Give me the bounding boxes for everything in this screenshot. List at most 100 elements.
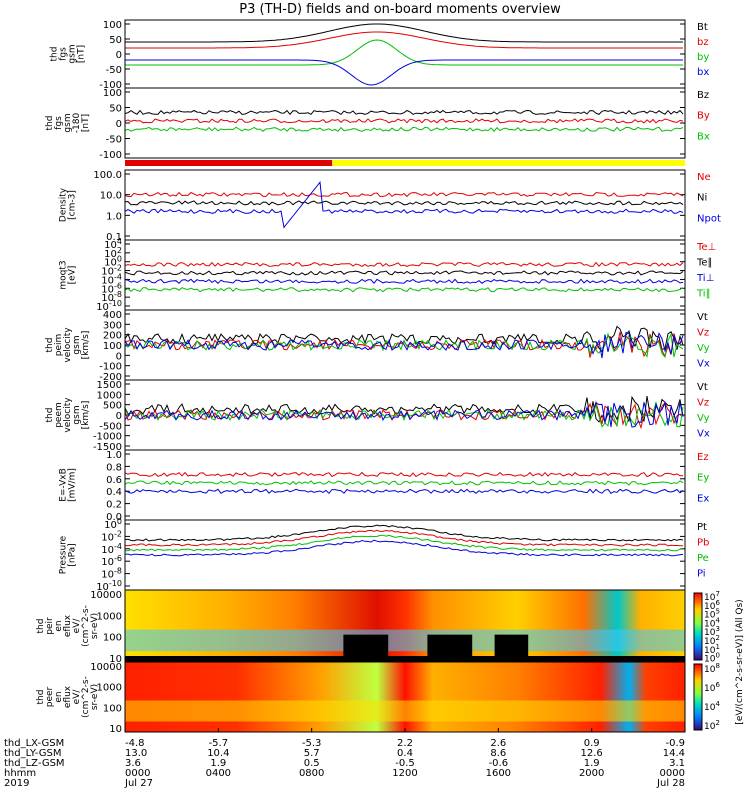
ephem-value: 10.4	[207, 748, 229, 759]
y-label-line: gsm	[72, 405, 82, 424]
series-line-Te∥	[124, 270, 684, 276]
legend-bz: bz	[697, 37, 709, 48]
legend-By: By	[697, 111, 710, 122]
ephem-value: 1.9	[584, 758, 600, 769]
y-tick-label: 102	[104, 246, 122, 260]
y-tick-label: -500	[99, 421, 122, 432]
y-label-line: eflux	[63, 685, 73, 708]
y-label-line: moqt3	[59, 260, 69, 289]
ephem-value: 3.1	[669, 758, 685, 769]
y-tick-label: 1000	[97, 683, 122, 694]
y-tick-label: 100	[103, 88, 122, 99]
legend-Vy: Vy	[697, 413, 710, 424]
spectrogram-floor	[125, 656, 685, 662]
ephem-value: 3.6	[125, 758, 141, 769]
y-tick-label: 10000	[90, 662, 122, 673]
y-label-line: eflux	[63, 614, 73, 637]
series-line-by	[125, 39, 683, 66]
y-tick-label: -200	[99, 372, 122, 383]
ephem-value: 14.4	[663, 748, 685, 759]
legend-Pi: Pi	[697, 569, 706, 580]
ephem-row-label: thd_LZ-GSM	[4, 758, 65, 769]
y-label-line: eV/	[72, 689, 82, 705]
y-label-line: peir	[45, 617, 55, 635]
y-label-line: eV/	[72, 618, 82, 634]
y-axis-label: thd peim velocity gsm [km/s]	[45, 327, 91, 363]
series-line-Pt	[124, 524, 684, 542]
legend-Vx: Vx	[697, 359, 710, 370]
colorbar-label: [eV/(cm^2-s-sr-eV)] (All Qs)	[735, 599, 745, 724]
ephem-value: 1600	[486, 768, 511, 779]
ephem-value: 5.7	[304, 748, 320, 759]
legend-Vy: Vy	[697, 343, 710, 354]
colorbar-bottom	[693, 663, 703, 731]
y-tick-label: 10	[109, 724, 122, 735]
ephem-value: 2000	[579, 768, 604, 779]
colorbar-tick: 103	[704, 625, 720, 638]
series-line-Ne	[124, 191, 684, 198]
legend-Vz: Vz	[697, 398, 709, 409]
y-tick-label: -100	[99, 150, 122, 161]
ephem-value: 8.6	[490, 748, 506, 759]
ephem-date: Jul 28	[656, 778, 685, 789]
y-tick-label: 104	[104, 237, 122, 251]
y-label-line: peer	[45, 686, 55, 707]
y-tick-label: 500	[103, 401, 122, 412]
y-axis-label: Pressure [nPa]	[59, 535, 78, 574]
legend-by: by	[697, 52, 709, 63]
panel-peer: 10000 1000 100 10 thd peer en eflux eV/(cm^2-s-s…	[36, 661, 686, 735]
y-label-line: (cm^2-s-	[81, 676, 91, 718]
y-label-line: peim	[54, 334, 64, 357]
series-line-Ni	[124, 200, 684, 206]
y-label-line: velocity	[63, 397, 73, 433]
panel-frame	[124, 87, 686, 159]
panel-fgs: 100 50 0 -50 -100 thd fgs gsm [nT] Bt bz by bx	[50, 19, 709, 91]
legend-bx: bx	[697, 67, 709, 78]
colorbar-tick: 107	[704, 590, 720, 603]
legend-Pe: Pe	[697, 553, 709, 564]
colorbar-top	[693, 592, 703, 661]
legend-Ni: Ni	[697, 193, 707, 204]
colorbar-tick: 105	[704, 608, 720, 621]
ephem-value: 1200	[392, 768, 417, 779]
y-tick-label: 10-10	[96, 299, 122, 313]
panel-frame	[124, 449, 686, 521]
ephem-value: 13.0	[125, 748, 147, 759]
y-label-line: gsm	[63, 113, 73, 132]
y-tick-label: 0.6	[106, 475, 122, 486]
series-line-Ez	[124, 471, 684, 478]
colorbar-tick: 102	[704, 719, 720, 732]
spectrogram-image	[125, 590, 685, 662]
y-tick-label: 10	[109, 654, 122, 665]
y-tick-label: 1.0	[106, 211, 122, 222]
y-tick-label: -100	[99, 362, 122, 373]
legend-Ez: Ez	[697, 452, 709, 463]
legend-Vt: Vt	[697, 312, 708, 323]
y-label-line: [km/s]	[81, 331, 91, 360]
panel-fgs_p180: 100 50 0 -50 -100 thd fgs gsm -180 [nT] Bz By Bx	[45, 87, 710, 161]
y-label-line: thd	[36, 690, 46, 705]
y-axis-label: moqt3 [eV]	[59, 260, 78, 289]
y-tick-label: -100	[99, 80, 122, 91]
series-line-Vx	[124, 401, 684, 428]
y-axis-label: thd peir en eflux eV/(cm^2-s-sr-eV)	[36, 605, 100, 647]
y-tick-label: 10-6	[101, 554, 122, 568]
y-label-line: [mV/m]	[68, 468, 78, 502]
legend-Ey: Ey	[697, 473, 709, 484]
legend-Bt: Bt	[697, 22, 708, 33]
colorbar-tick: 101	[704, 643, 720, 656]
colorbar-tick: 100	[704, 652, 720, 665]
ephem-date: Jul 27	[124, 778, 153, 789]
legend-Ex: Ex	[697, 493, 709, 504]
y-tick-label: 100	[103, 341, 122, 352]
ephem-row-label: thd_LX-GSM	[4, 738, 64, 749]
spectrogram-band	[125, 700, 685, 722]
legend-Vz: Vz	[697, 328, 709, 339]
legend-Vx: Vx	[697, 429, 710, 440]
y-axis-label: Density [cm-3]	[59, 187, 78, 222]
colorbar-tick: 104	[704, 616, 720, 629]
